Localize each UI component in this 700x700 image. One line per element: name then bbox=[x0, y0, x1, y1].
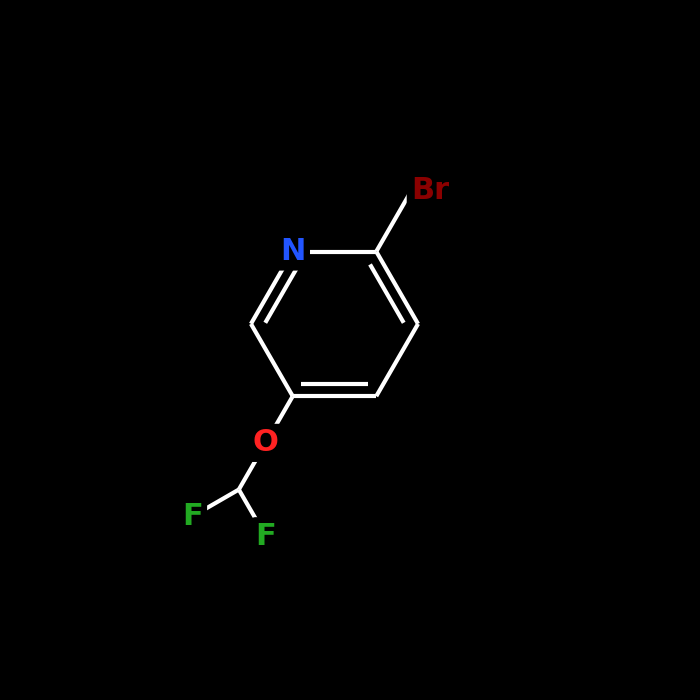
Text: O: O bbox=[253, 428, 279, 457]
Text: Br: Br bbox=[412, 176, 449, 205]
Text: F: F bbox=[182, 502, 202, 531]
Text: N: N bbox=[280, 237, 305, 266]
Text: F: F bbox=[256, 522, 276, 551]
